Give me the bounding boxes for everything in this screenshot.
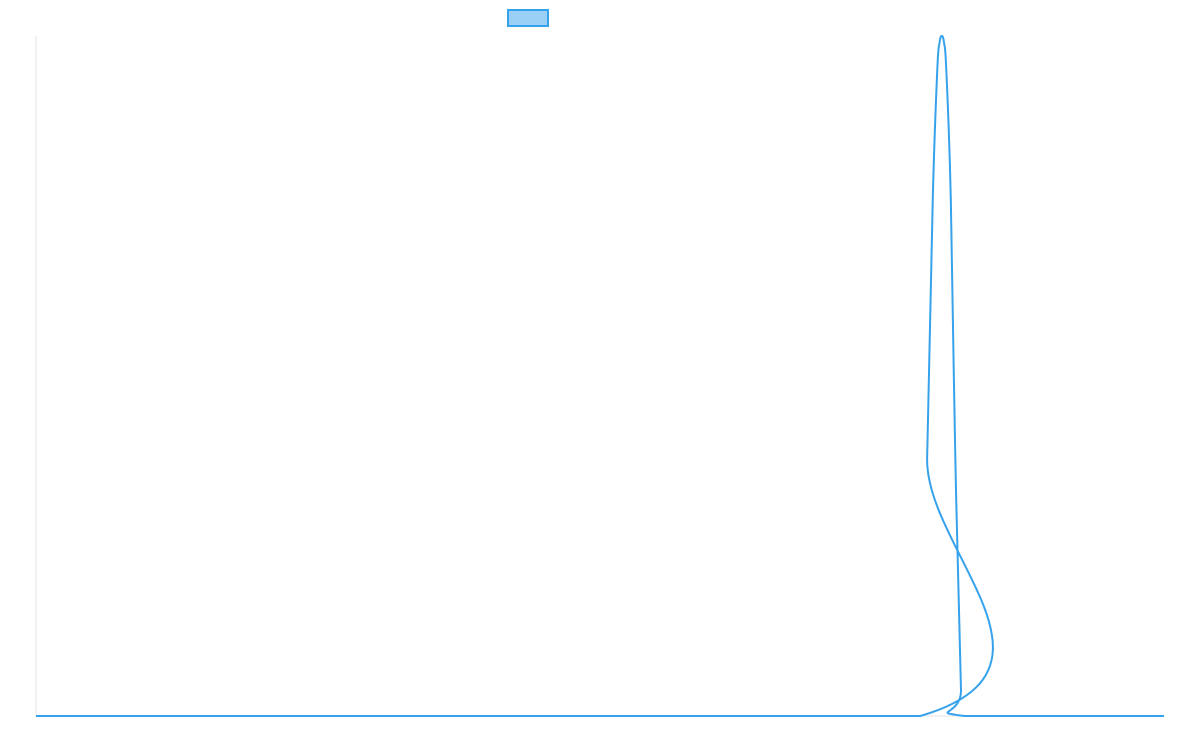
axes	[35, 36, 1164, 717]
data-point[interactable]	[958, 686, 964, 692]
data-point[interactable]	[948, 196, 954, 202]
legend[interactable]	[507, 9, 549, 27]
data-point[interactable]	[930, 196, 936, 202]
data-point[interactable]	[934, 67, 940, 73]
data-point[interactable]	[33, 713, 39, 719]
data-point[interactable]	[1161, 713, 1167, 719]
series-group	[33, 33, 1167, 719]
data-point[interactable]	[952, 455, 958, 461]
data-point[interactable]	[917, 713, 923, 719]
data-point[interactable]	[943, 67, 949, 73]
legend-swatch[interactable]	[507, 9, 549, 27]
data-point[interactable]	[924, 455, 930, 461]
series-line-0	[36, 35, 1164, 718]
data-point[interactable]	[939, 33, 945, 39]
data-point[interactable]	[941, 40, 947, 46]
data-point[interactable]	[961, 713, 967, 719]
